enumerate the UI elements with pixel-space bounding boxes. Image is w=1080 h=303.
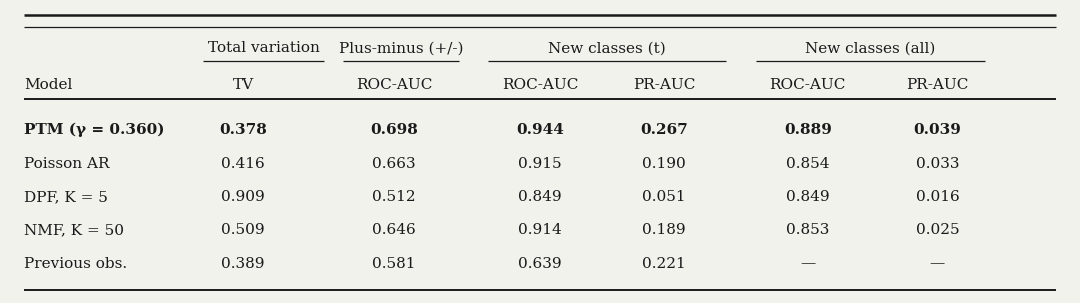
Text: 0.512: 0.512 — [373, 190, 416, 204]
Text: 0.909: 0.909 — [221, 190, 265, 204]
Text: 0.646: 0.646 — [373, 223, 416, 237]
Text: 0.016: 0.016 — [916, 190, 959, 204]
Text: PTM (γ = 0.360): PTM (γ = 0.360) — [24, 123, 164, 138]
Text: 0.509: 0.509 — [221, 223, 265, 237]
Text: 0.889: 0.889 — [784, 123, 832, 137]
Text: 0.039: 0.039 — [914, 123, 961, 137]
Text: Previous obs.: Previous obs. — [24, 257, 126, 271]
Text: —: — — [930, 257, 945, 271]
Text: Poisson AR: Poisson AR — [24, 157, 109, 171]
Text: —: — — [800, 257, 815, 271]
Text: Plus-minus (+/-): Plus-minus (+/-) — [339, 42, 463, 55]
Text: 0.698: 0.698 — [370, 123, 418, 137]
Text: 0.025: 0.025 — [916, 223, 959, 237]
Text: 0.849: 0.849 — [518, 190, 562, 204]
Text: 0.849: 0.849 — [786, 190, 829, 204]
Text: 0.663: 0.663 — [373, 157, 416, 171]
Text: PR-AUC: PR-AUC — [906, 78, 969, 92]
Text: 0.051: 0.051 — [643, 190, 686, 204]
Text: 0.853: 0.853 — [786, 223, 829, 237]
Text: NMF, K = 50: NMF, K = 50 — [24, 223, 124, 237]
Text: ROC-AUC: ROC-AUC — [770, 78, 846, 92]
Text: 0.389: 0.389 — [221, 257, 265, 271]
Text: 0.915: 0.915 — [518, 157, 562, 171]
Text: 0.267: 0.267 — [640, 123, 688, 137]
Text: 0.190: 0.190 — [643, 157, 686, 171]
Text: 0.033: 0.033 — [916, 157, 959, 171]
Text: 0.639: 0.639 — [518, 257, 562, 271]
Text: Model: Model — [24, 78, 72, 92]
Text: New classes (all): New classes (all) — [806, 42, 935, 55]
Text: TV: TV — [232, 78, 254, 92]
Text: PR-AUC: PR-AUC — [633, 78, 696, 92]
Text: DPF, K = 5: DPF, K = 5 — [24, 190, 108, 204]
Text: 0.378: 0.378 — [219, 123, 267, 137]
Text: ROC-AUC: ROC-AUC — [502, 78, 578, 92]
Text: 0.416: 0.416 — [221, 157, 265, 171]
Text: New classes (t): New classes (t) — [548, 42, 666, 55]
Text: ROC-AUC: ROC-AUC — [356, 78, 432, 92]
Text: 0.581: 0.581 — [373, 257, 416, 271]
Text: 0.914: 0.914 — [518, 223, 562, 237]
Text: 0.944: 0.944 — [516, 123, 564, 137]
Text: Total variation: Total variation — [207, 42, 320, 55]
Text: 0.854: 0.854 — [786, 157, 829, 171]
Text: 0.221: 0.221 — [643, 257, 686, 271]
Text: 0.189: 0.189 — [643, 223, 686, 237]
